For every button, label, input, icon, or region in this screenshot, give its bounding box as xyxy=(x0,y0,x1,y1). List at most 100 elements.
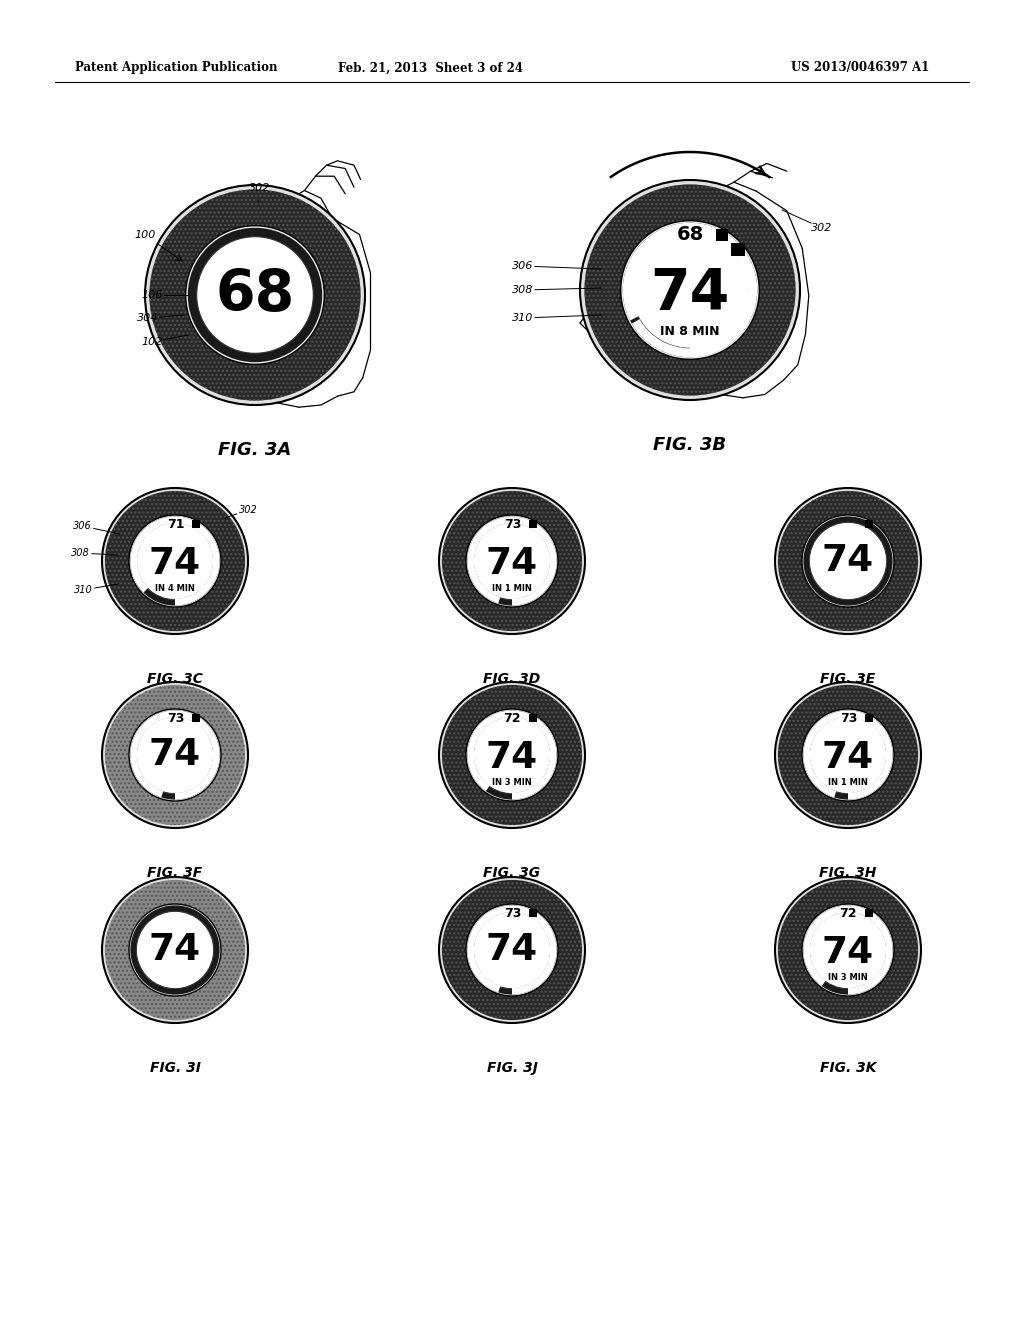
Text: 74: 74 xyxy=(148,546,201,582)
Circle shape xyxy=(623,223,757,358)
Text: 306: 306 xyxy=(73,521,91,531)
Circle shape xyxy=(580,180,800,400)
Circle shape xyxy=(621,220,760,359)
Circle shape xyxy=(136,911,214,989)
Polygon shape xyxy=(716,228,728,240)
Text: 71: 71 xyxy=(167,517,184,531)
Wedge shape xyxy=(804,710,893,800)
Circle shape xyxy=(136,523,214,599)
Text: FIG. 3H: FIG. 3H xyxy=(819,866,877,880)
Circle shape xyxy=(129,515,221,607)
Circle shape xyxy=(104,880,245,1020)
Polygon shape xyxy=(193,520,200,528)
Circle shape xyxy=(466,904,558,997)
Circle shape xyxy=(187,228,323,362)
Polygon shape xyxy=(865,909,873,917)
Circle shape xyxy=(467,516,557,606)
Text: 68: 68 xyxy=(677,226,703,244)
Circle shape xyxy=(775,682,921,828)
Text: 308: 308 xyxy=(71,548,89,558)
Circle shape xyxy=(467,710,557,800)
Text: 74: 74 xyxy=(148,737,201,774)
Text: IN 1 MIN: IN 1 MIN xyxy=(828,779,868,787)
Circle shape xyxy=(442,685,582,825)
Text: FIG. 3C: FIG. 3C xyxy=(147,672,203,686)
Text: US 2013/0046397 A1: US 2013/0046397 A1 xyxy=(791,62,929,74)
Circle shape xyxy=(102,682,248,828)
Circle shape xyxy=(809,911,887,989)
Circle shape xyxy=(778,685,919,825)
Circle shape xyxy=(104,685,245,825)
Circle shape xyxy=(129,709,221,801)
Text: Feb. 21, 2013  Sheet 3 of 24: Feb. 21, 2013 Sheet 3 of 24 xyxy=(338,62,522,74)
Circle shape xyxy=(585,185,796,396)
Text: 72: 72 xyxy=(840,907,857,920)
Circle shape xyxy=(439,876,585,1023)
Text: 74: 74 xyxy=(486,741,538,776)
Text: 308: 308 xyxy=(512,285,534,294)
Circle shape xyxy=(439,488,585,634)
Text: 74: 74 xyxy=(822,935,874,972)
Text: Patent Application Publication: Patent Application Publication xyxy=(75,62,278,74)
Text: 302: 302 xyxy=(239,506,257,515)
Circle shape xyxy=(804,906,893,994)
Text: 302: 302 xyxy=(249,183,270,193)
Polygon shape xyxy=(529,520,538,528)
Circle shape xyxy=(632,232,749,348)
Text: IN 1 MIN: IN 1 MIN xyxy=(493,585,531,593)
Text: IN 3 MIN: IN 3 MIN xyxy=(828,973,868,982)
Circle shape xyxy=(809,523,887,599)
Polygon shape xyxy=(731,243,744,256)
Circle shape xyxy=(129,904,221,997)
Text: 74: 74 xyxy=(650,267,730,322)
Text: FIG. 3F: FIG. 3F xyxy=(147,866,203,880)
Circle shape xyxy=(197,236,313,354)
Circle shape xyxy=(804,516,893,606)
Text: 310: 310 xyxy=(74,585,92,595)
Wedge shape xyxy=(804,906,893,994)
Circle shape xyxy=(130,710,219,800)
Circle shape xyxy=(102,876,248,1023)
Text: 306: 306 xyxy=(512,261,534,271)
Circle shape xyxy=(802,515,894,607)
Text: FIG. 3A: FIG. 3A xyxy=(218,441,292,459)
Text: 74: 74 xyxy=(486,546,538,582)
Text: FIG. 3I: FIG. 3I xyxy=(150,1061,201,1074)
Text: 68: 68 xyxy=(215,268,295,322)
Circle shape xyxy=(145,185,365,405)
Text: FIG. 3E: FIG. 3E xyxy=(820,672,876,686)
Circle shape xyxy=(130,906,219,994)
Text: 310: 310 xyxy=(512,313,534,323)
Circle shape xyxy=(473,717,551,793)
Text: 74: 74 xyxy=(822,543,874,579)
Polygon shape xyxy=(193,714,200,722)
Circle shape xyxy=(104,491,245,631)
Text: FIG. 3J: FIG. 3J xyxy=(486,1061,538,1074)
Text: 72: 72 xyxy=(504,711,521,725)
Circle shape xyxy=(442,880,582,1020)
Text: 302: 302 xyxy=(811,223,833,234)
Wedge shape xyxy=(130,516,219,606)
Circle shape xyxy=(802,709,894,801)
Text: 100: 100 xyxy=(134,230,156,240)
Text: 102: 102 xyxy=(141,337,163,347)
Wedge shape xyxy=(623,223,757,358)
Text: 73: 73 xyxy=(504,907,521,920)
Circle shape xyxy=(775,876,921,1023)
Circle shape xyxy=(473,911,551,989)
Circle shape xyxy=(467,906,557,994)
Text: 304: 304 xyxy=(137,313,159,323)
Circle shape xyxy=(775,488,921,634)
Wedge shape xyxy=(130,710,219,800)
Wedge shape xyxy=(467,516,557,606)
Circle shape xyxy=(466,709,558,801)
Circle shape xyxy=(185,226,325,364)
Circle shape xyxy=(809,717,887,793)
Text: FIG. 3G: FIG. 3G xyxy=(483,866,541,880)
Text: FIG. 3B: FIG. 3B xyxy=(653,436,727,454)
Text: FIG. 3D: FIG. 3D xyxy=(483,672,541,686)
Circle shape xyxy=(136,717,214,793)
Text: IN 8 MIN: IN 8 MIN xyxy=(660,325,720,338)
Circle shape xyxy=(439,682,585,828)
Circle shape xyxy=(442,491,582,631)
